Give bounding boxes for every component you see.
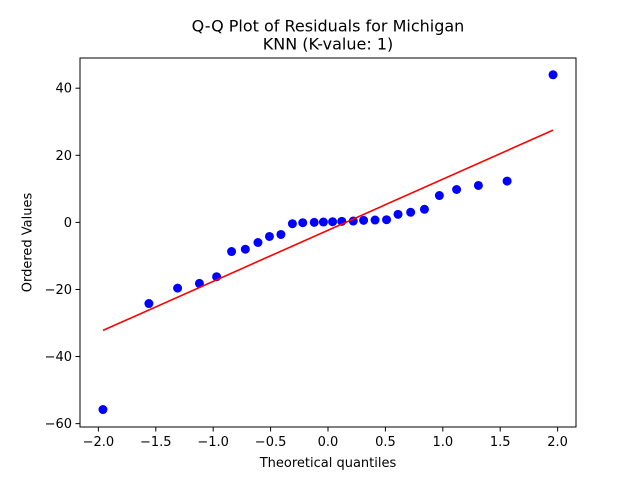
data-point (98, 405, 108, 415)
x-tick-label: 1.0 (432, 435, 453, 450)
data-point (318, 217, 328, 227)
data-point (276, 229, 286, 239)
x-tick-label: −0.5 (255, 435, 287, 450)
y-tick-label: −60 (45, 417, 72, 432)
data-point (502, 176, 512, 186)
chart-title-line-2: KNN (K-value: 1) (263, 35, 394, 54)
y-tick-label: −40 (45, 350, 72, 365)
data-point (473, 180, 483, 190)
y-axis-label: Ordered Values (21, 193, 36, 293)
x-tick-label: 0.5 (375, 435, 396, 450)
x-axis-label: Theoretical quantiles (259, 456, 397, 471)
data-point (287, 219, 297, 229)
data-point (309, 217, 319, 227)
data-point (144, 299, 154, 309)
x-tick-label: 1.5 (490, 435, 511, 450)
plot-content (98, 70, 558, 415)
data-point (240, 244, 250, 254)
data-point (227, 247, 237, 257)
data-point (406, 207, 416, 217)
data-point (452, 184, 462, 194)
data-point (382, 215, 392, 225)
data-point (328, 217, 338, 227)
y-tick-label: 40 (55, 82, 72, 97)
x-tick-label: −2.0 (83, 435, 115, 450)
data-point (359, 215, 369, 225)
data-point (548, 70, 558, 80)
y-tick-label: 0 (64, 216, 72, 231)
data-point (393, 209, 403, 219)
data-point (173, 283, 183, 293)
data-point (264, 231, 274, 241)
y-tick-label: 20 (55, 149, 72, 164)
reference-fit-line (102, 129, 554, 332)
y-tick-label: −20 (45, 283, 72, 298)
data-point (434, 191, 444, 201)
chart-title-line-1: Q-Q Plot of Residuals for Michigan (192, 17, 465, 36)
x-tick-label: −1.0 (197, 435, 229, 450)
x-tick-label: −1.5 (140, 435, 172, 450)
data-point (298, 218, 308, 228)
plot-frame (79, 57, 577, 428)
x-tick-label: 2.0 (547, 435, 568, 450)
data-point (419, 204, 429, 214)
plot-area (80, 58, 576, 427)
data-point (253, 238, 263, 247)
data-point (370, 215, 380, 225)
x-tick-label: 0.0 (318, 435, 339, 450)
axis-ticks: −2.0 −1.5 −1.0 −0.5 0.0 0.5 1.0 1.5 2.0 −60 −40 −20… (45, 82, 568, 450)
